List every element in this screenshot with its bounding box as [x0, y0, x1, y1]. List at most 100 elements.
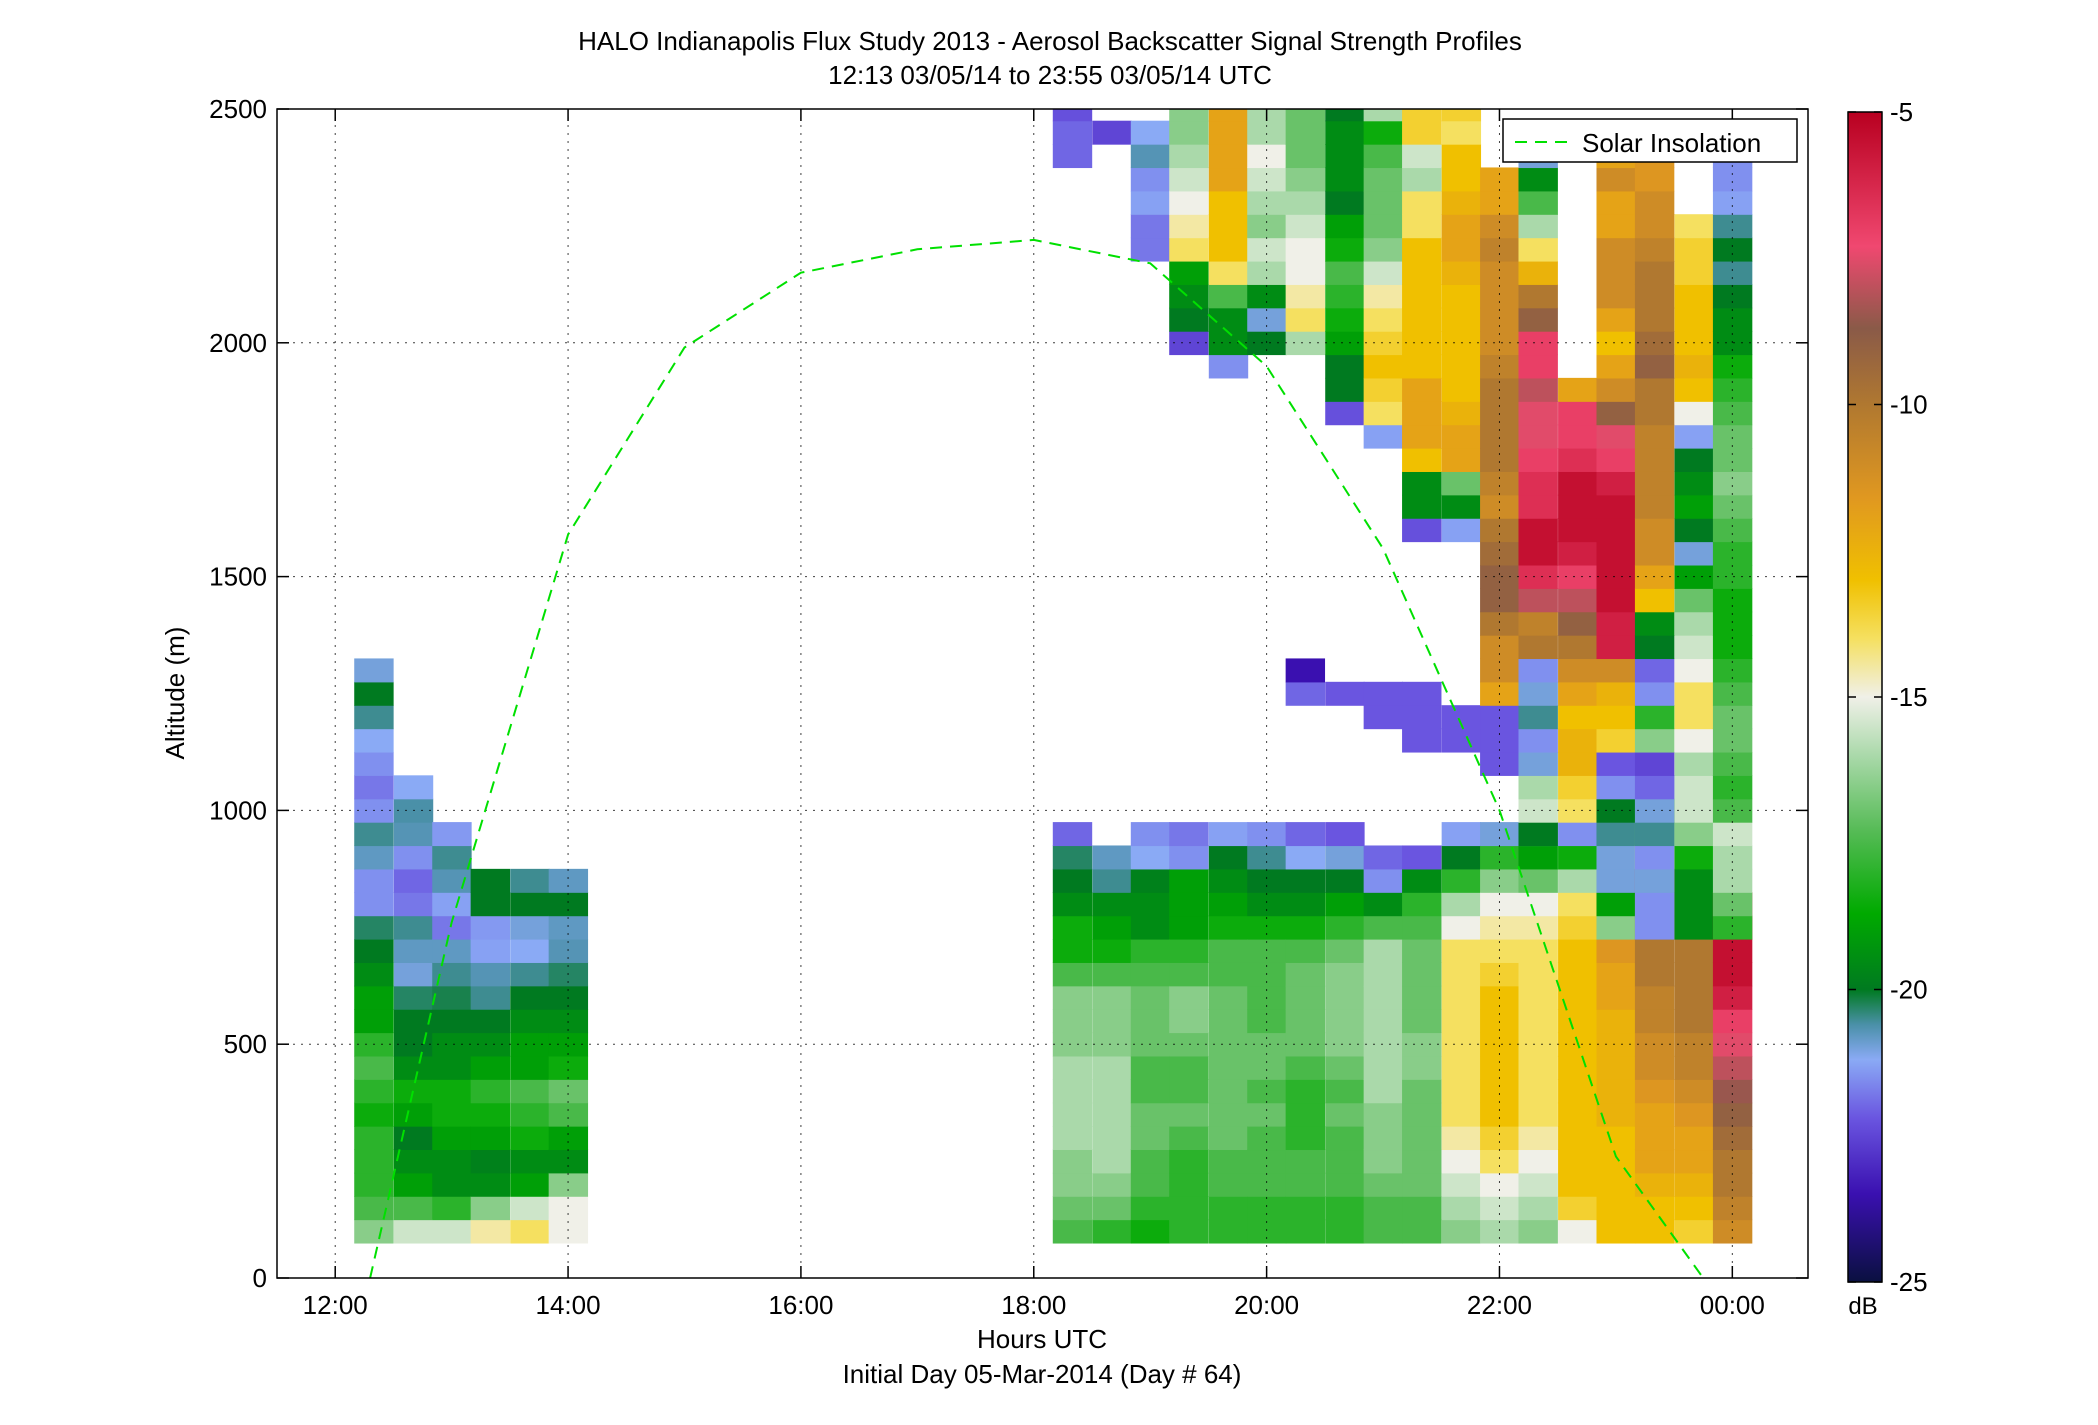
heatmap-cell [1169, 1055, 1209, 1080]
heatmap-cell [1325, 915, 1365, 940]
heatmap-cell [1169, 144, 1209, 169]
heatmap-cell [1712, 471, 1753, 496]
chart-subtitle: 12:13 03/05/14 to 23:55 03/05/14 UTC [828, 60, 1272, 90]
heatmap-cell [1402, 1172, 1442, 1197]
heatmap-cell [1325, 237, 1365, 262]
heatmap-cell [1712, 260, 1753, 285]
heatmap-cell [1130, 167, 1171, 192]
heatmap-cell [1247, 331, 1287, 356]
heatmap-cell [548, 868, 589, 893]
heatmap-cell [1247, 237, 1287, 262]
heatmap-cell [1441, 705, 1482, 730]
heatmap-cell [1285, 109, 1326, 122]
heatmap-cell [1634, 915, 1675, 940]
heatmap-cell [1402, 448, 1442, 472]
heatmap-cell [1712, 190, 1753, 215]
heatmap-cell [1712, 1149, 1753, 1174]
heatmap-cell [432, 892, 472, 917]
heatmap-cell [1518, 705, 1558, 730]
heatmap-cell [1674, 401, 1714, 426]
heatmap-cell [1518, 541, 1558, 566]
heatmap-cell [1441, 144, 1482, 169]
legend-box [1502, 118, 1798, 163]
heatmap-cell [1558, 494, 1598, 519]
heatmap-cell [1480, 424, 1520, 449]
heatmap-cell [1130, 915, 1171, 940]
heatmap-cell [1634, 401, 1675, 426]
heatmap-cell [1480, 635, 1520, 660]
heatmap-cell [1402, 1055, 1442, 1080]
heatmap-cell [1518, 822, 1558, 847]
heatmap-cell [1169, 1172, 1209, 1197]
heatmap-cell [1674, 611, 1714, 636]
heatmap-cell [1402, 424, 1442, 449]
heatmap-cell [1518, 845, 1558, 870]
heatmap-cell [1674, 1149, 1714, 1174]
heatmap-cell [1325, 354, 1365, 379]
heatmap-cell [432, 1196, 472, 1221]
heatmap-cell [1634, 681, 1675, 706]
heatmap-cell [1052, 1079, 1093, 1104]
heatmap-cell [470, 1102, 511, 1127]
heatmap-cell [1518, 775, 1558, 800]
heatmap-cell [1325, 144, 1365, 169]
heatmap-cell [1169, 1149, 1209, 1174]
heatmap-cell [1441, 845, 1482, 870]
heatmap-cell [432, 1055, 472, 1080]
heatmap-cell [1363, 892, 1404, 917]
heatmap-cell [354, 1009, 394, 1034]
heatmap-cell [1052, 1196, 1093, 1221]
heatmap-cell [1518, 354, 1558, 379]
x-axis-label-day: Initial Day 05-Mar-2014 (Day # 64) [843, 1359, 1242, 1389]
heatmap-cell [1634, 494, 1675, 519]
heatmap-cell [1169, 120, 1209, 145]
heatmap-cell [393, 985, 434, 1010]
heatmap-cell [354, 705, 394, 730]
y-tick-label: 500 [224, 1029, 267, 1059]
heatmap-cell [1712, 1219, 1753, 1244]
heatmap-cell [1441, 1219, 1482, 1244]
heatmap-cell [1208, 354, 1249, 379]
heatmap-cell [1325, 1009, 1365, 1034]
heatmap-cell [1092, 985, 1132, 1010]
heatmap-cell [1596, 798, 1636, 823]
heatmap-cell [1596, 938, 1636, 963]
heatmap-cell [1247, 1079, 1287, 1104]
heatmap-cell [510, 1196, 550, 1221]
heatmap-cell [470, 1196, 511, 1221]
heatmap-cell [1441, 284, 1482, 309]
heatmap-cell [1363, 144, 1404, 169]
heatmap-cell [1441, 1196, 1482, 1221]
heatmap-cell [1634, 214, 1675, 239]
heatmap-cell [1325, 938, 1365, 963]
heatmap-cell [1634, 1126, 1675, 1151]
heatmap-cell [1363, 424, 1404, 449]
heatmap-cell [1558, 1196, 1598, 1221]
heatmap-cell [1480, 1196, 1520, 1221]
heatmap-cell [1285, 658, 1326, 683]
heatmap-cell [1518, 518, 1558, 543]
heatmap-cell [1558, 845, 1598, 870]
heatmap-cell [1518, 1009, 1558, 1034]
heatmap-cell [1052, 120, 1093, 145]
heatmap-cell [1247, 822, 1287, 847]
heatmap-cell [1325, 214, 1365, 239]
colorbar-tick-label: -20 [1890, 975, 1928, 1005]
heatmap-cell [1169, 915, 1209, 940]
heatmap-cell [1285, 985, 1326, 1010]
heatmap-cell [1634, 635, 1675, 660]
heatmap-cell [470, 962, 511, 987]
heatmap-cell [470, 938, 511, 963]
heatmap-cell [1285, 144, 1326, 169]
heatmap-cell [1247, 190, 1287, 215]
colorbar-tick-label: -5 [1890, 97, 1913, 127]
heatmap-cell [1634, 377, 1675, 402]
y-axis-label: Altitude (m) [160, 627, 190, 760]
heatmap-cell [1285, 1102, 1326, 1127]
heatmap-cell [1634, 728, 1675, 753]
heatmap-cell [1402, 1219, 1442, 1244]
heatmap-cell [393, 892, 434, 917]
heatmap-cell [1402, 190, 1442, 215]
heatmap-cell [1596, 167, 1636, 192]
heatmap-cell [1363, 985, 1404, 1010]
